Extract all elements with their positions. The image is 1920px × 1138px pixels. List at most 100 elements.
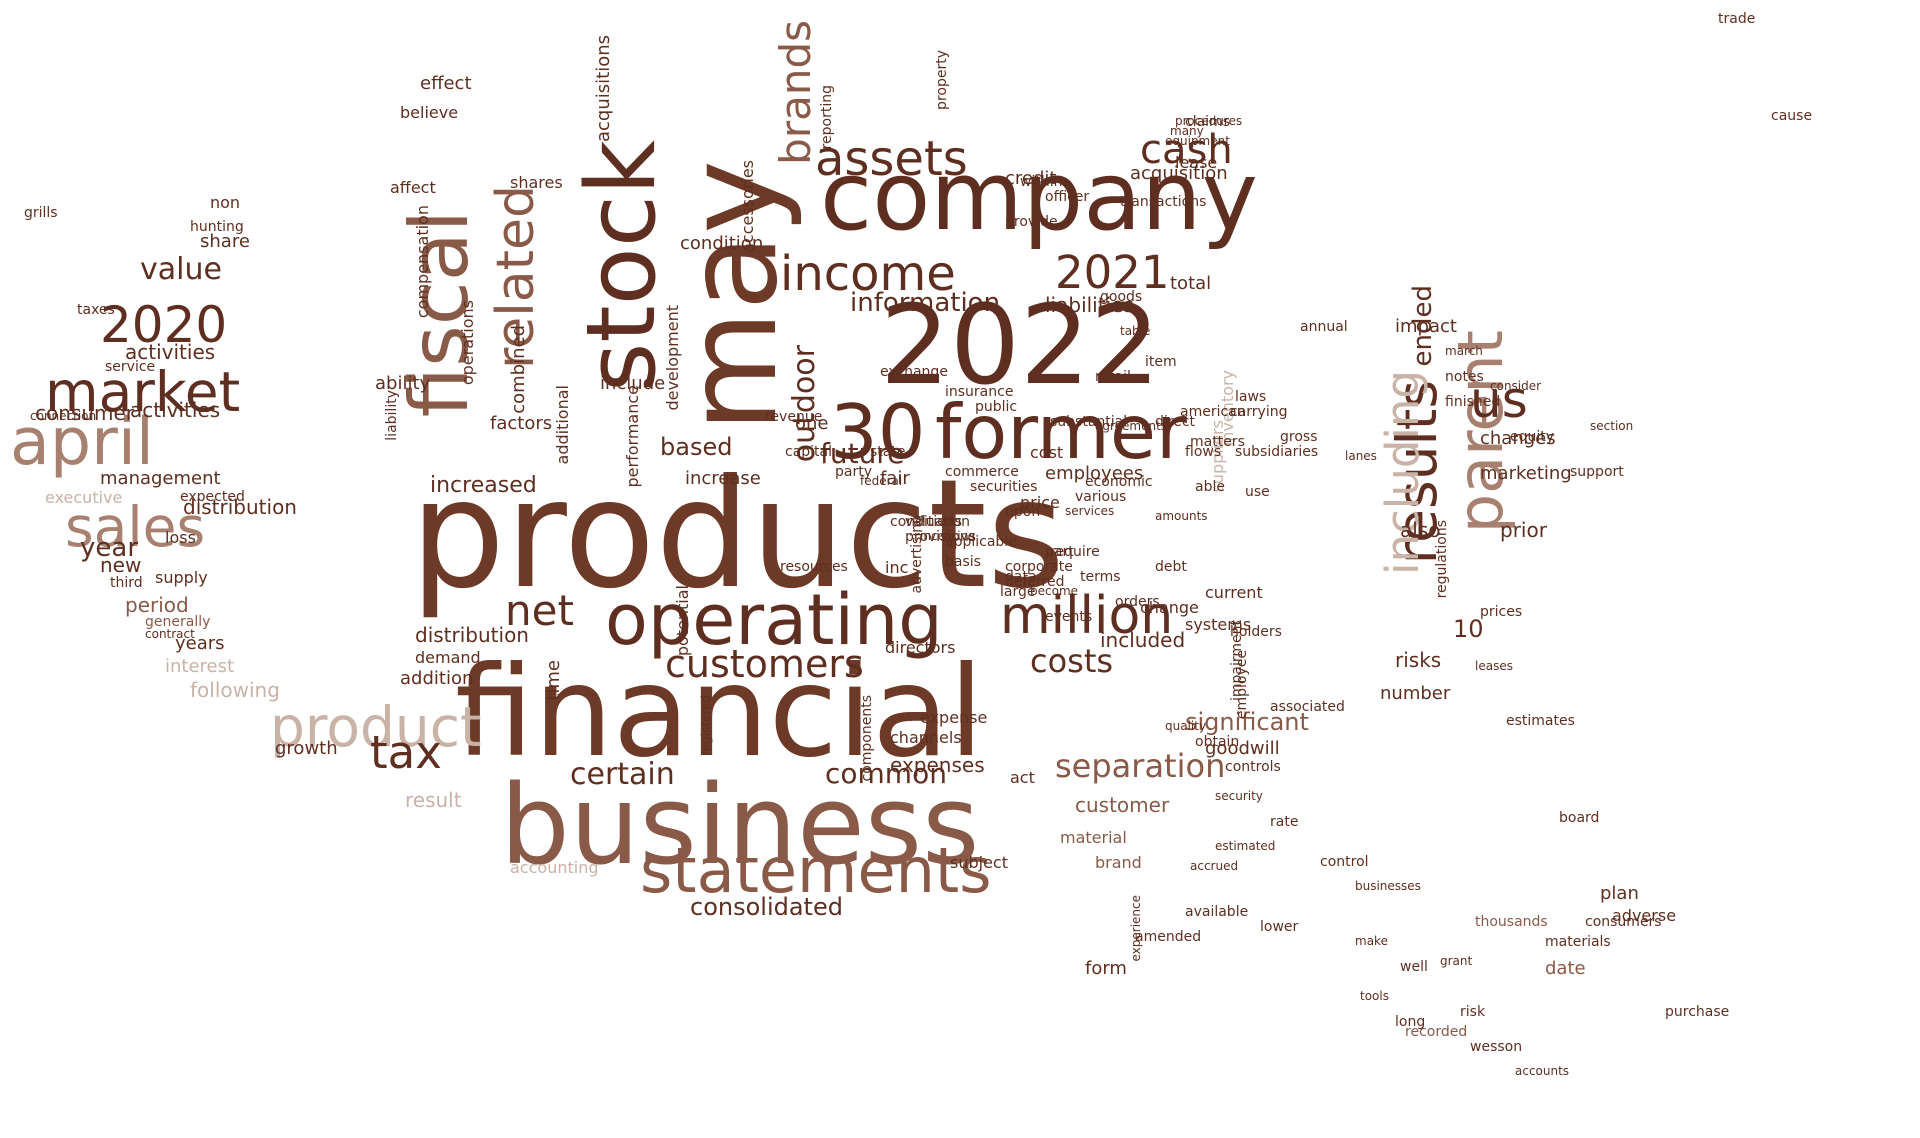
word-also: also xyxy=(1400,518,1441,542)
word-amended: amended xyxy=(1135,929,1202,945)
word-company: company xyxy=(820,142,1258,252)
word-demand: demand xyxy=(415,648,481,667)
word-section: section xyxy=(1590,419,1634,433)
word-risk: risk xyxy=(1460,1004,1486,1020)
word-ability: ability xyxy=(375,373,431,394)
word-year: year xyxy=(80,533,139,563)
word-change: change xyxy=(1140,598,1199,617)
word-accounts: accounts xyxy=(1515,1064,1570,1078)
word-sales: sales xyxy=(65,495,206,559)
word-holders: holders xyxy=(1230,624,1282,640)
word-factors: factors xyxy=(490,413,553,434)
word-product: product xyxy=(270,695,482,759)
word-development: development xyxy=(663,305,682,411)
word-contract: contract xyxy=(145,627,195,641)
word-one: one xyxy=(795,413,829,434)
word-result: result xyxy=(405,788,462,812)
word-assets: assets xyxy=(815,131,968,187)
word-plan: plan xyxy=(1600,883,1639,904)
word-consider: consider xyxy=(1490,379,1542,393)
word-laws: laws xyxy=(1235,389,1267,405)
word-third: third xyxy=(110,575,143,591)
word-activities: activities xyxy=(125,340,216,364)
word-gross: gross xyxy=(1280,429,1318,445)
word-economic: economic xyxy=(1085,474,1153,490)
word-income: income xyxy=(780,246,956,302)
word-orders: orders xyxy=(1115,594,1160,610)
word-additional: additional xyxy=(553,385,572,465)
word-total: total xyxy=(1170,273,1212,294)
word-estimated: estimated xyxy=(1215,839,1276,853)
word-events: events xyxy=(1045,609,1093,625)
word-long: long xyxy=(1395,1014,1426,1030)
word-believe: believe xyxy=(400,103,459,122)
word-controls: controls xyxy=(1225,759,1281,775)
word-non: non xyxy=(210,193,241,212)
word-30: 30 xyxy=(830,388,926,476)
word-registered: registered xyxy=(699,695,713,757)
word-combined: combined xyxy=(508,325,529,414)
word-goodwill: goodwill xyxy=(1205,738,1280,759)
word-former: former xyxy=(935,388,1187,476)
word-provisions: provisions xyxy=(905,529,976,545)
word-customer: customer xyxy=(1075,793,1170,817)
word-time: time xyxy=(543,660,564,701)
word-cost: cost xyxy=(1030,443,1064,462)
word-compensation: compensation xyxy=(413,205,432,319)
word-notes: notes xyxy=(1445,369,1484,385)
word-capital: capital xyxy=(785,444,833,460)
word-share: share xyxy=(200,231,250,252)
word-increase: increase xyxy=(685,468,761,489)
word-significant: significant xyxy=(1185,708,1309,736)
word-2020: 2020 xyxy=(100,296,228,354)
word-public: public xyxy=(975,399,1018,415)
word-state: state xyxy=(870,444,906,460)
word-accounting: accounting xyxy=(510,858,599,877)
word-period: period xyxy=(125,593,189,617)
word-included: included xyxy=(1100,628,1186,652)
word-current: current xyxy=(1205,583,1263,602)
word-material: material xyxy=(1060,828,1127,847)
word-common: common xyxy=(825,757,947,790)
word-become: become xyxy=(1030,584,1079,598)
word-flows: flows xyxy=(1185,444,1222,460)
word-market: market xyxy=(45,360,241,424)
word-acquisition: acquisition xyxy=(1130,163,1228,184)
word-certain: certain xyxy=(570,757,675,792)
word-experience: experience xyxy=(1129,895,1143,962)
word-conditions: conditions xyxy=(890,514,963,530)
word-expense: expense xyxy=(920,708,988,727)
word-subsidiaries: subsidiaries xyxy=(1235,444,1319,460)
word-large: large xyxy=(1000,584,1036,600)
word-require: require xyxy=(1050,544,1100,560)
word-date: date xyxy=(1545,958,1586,979)
word-new: new xyxy=(100,553,142,577)
word-act: act xyxy=(1010,768,1035,787)
word-various: various xyxy=(1075,489,1127,505)
word-addition: addition xyxy=(400,668,474,689)
word-based: based xyxy=(660,433,733,461)
word-equity: equity xyxy=(1510,429,1555,445)
word-materials: materials xyxy=(1545,934,1611,950)
word-revenue: revenue xyxy=(765,409,823,425)
word-accrued: accrued xyxy=(1190,859,1239,873)
word-services: services xyxy=(1065,504,1115,518)
word-officer: officer xyxy=(1045,189,1090,205)
word-10: 10 xyxy=(1453,615,1484,643)
word-able: able xyxy=(1195,479,1225,495)
word-party: party xyxy=(835,464,872,480)
word-consumer: consumer xyxy=(35,401,135,425)
word-statements: statements xyxy=(640,834,992,907)
word-form: form xyxy=(1085,958,1127,979)
word-security: security xyxy=(1215,789,1263,803)
word-value: value xyxy=(140,252,222,287)
word-deferred: deferred xyxy=(1005,574,1065,590)
word-brands: brands xyxy=(771,20,820,165)
word-rate: rate xyxy=(1270,814,1299,830)
word-item: item xyxy=(1145,354,1177,370)
word-expenses: expenses xyxy=(890,753,985,777)
word-following: following xyxy=(190,678,280,702)
word-prices: prices xyxy=(1480,604,1523,620)
word-use: use xyxy=(1245,484,1270,500)
word-reporting: reporting xyxy=(819,85,835,150)
